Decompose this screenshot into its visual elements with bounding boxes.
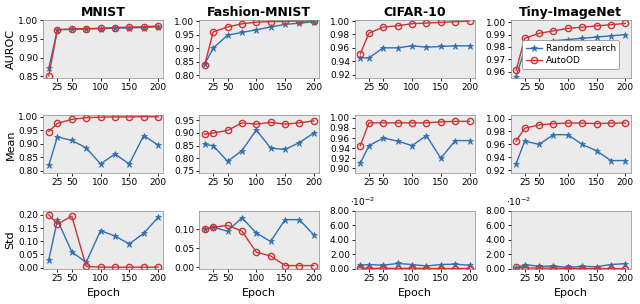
X-axis label: Epoch: Epoch <box>554 288 588 299</box>
Text: $\cdot10^{-2}$: $\cdot10^{-2}$ <box>350 196 375 209</box>
Title: MNIST: MNIST <box>81 5 126 19</box>
Y-axis label: Mean: Mean <box>6 129 15 160</box>
Text: $\cdot10^{-2}$: $\cdot10^{-2}$ <box>506 196 531 209</box>
Y-axis label: AUROC: AUROC <box>6 29 15 69</box>
Legend: Random search, AutoOD: Random search, AutoOD <box>522 40 620 69</box>
Title: CIFAR-10: CIFAR-10 <box>383 5 446 19</box>
X-axis label: Epoch: Epoch <box>242 288 276 299</box>
Title: Tiny-ImageNet: Tiny-ImageNet <box>519 5 622 19</box>
Y-axis label: Std: Std <box>6 231 15 249</box>
X-axis label: Epoch: Epoch <box>86 288 120 299</box>
Title: Fashion-MNIST: Fashion-MNIST <box>207 5 311 19</box>
X-axis label: Epoch: Epoch <box>398 288 432 299</box>
